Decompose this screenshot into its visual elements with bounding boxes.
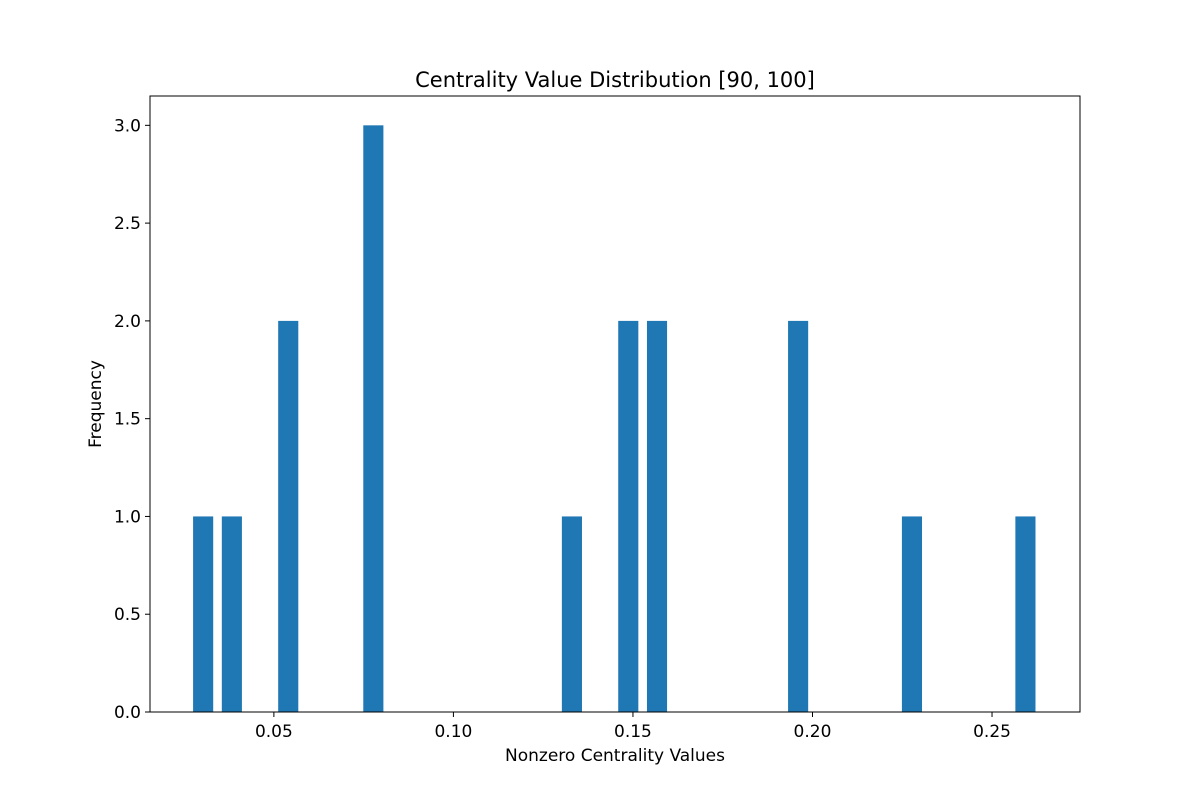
x-axis-label: Nonzero Centrality Values — [505, 746, 725, 766]
x-tick-label: 0.15 — [614, 722, 652, 742]
histogram-bar — [193, 516, 214, 712]
y-tick-label: 3.0 — [114, 116, 141, 136]
y-tick-label: 0.5 — [114, 605, 141, 625]
histogram-bar — [363, 125, 384, 712]
x-axis-ticks: 0.05 0.10 0.15 0.20 0.25 — [255, 712, 1011, 742]
bars-group — [193, 125, 1036, 712]
histogram-bar — [221, 516, 242, 712]
histogram-bar — [1015, 516, 1036, 712]
y-tick-label: 2.0 — [114, 312, 141, 332]
y-tick-label: 2.5 — [114, 214, 141, 234]
histogram-bar — [646, 320, 668, 712]
x-tick-label: 0.20 — [794, 722, 832, 742]
y-tick-label: 1.0 — [114, 507, 141, 527]
x-tick-label: 0.25 — [973, 722, 1011, 742]
histogram-bar — [278, 320, 299, 712]
histogram-bar — [561, 516, 582, 712]
x-tick-label: 0.10 — [434, 722, 472, 742]
histogram-bar — [618, 320, 639, 712]
y-axis-label: Frequency — [86, 360, 106, 448]
chart-title: Centrality Value Distribution [90, 100] — [415, 68, 815, 92]
y-axis-ticks: 0.0 0.5 1.0 1.5 2.0 2.5 3.0 — [114, 116, 150, 723]
histogram-bar — [901, 516, 923, 712]
histogram-bar — [788, 320, 809, 712]
plot-frame — [149, 95, 1081, 713]
y-tick-label: 1.5 — [114, 410, 141, 430]
x-tick-label: 0.05 — [255, 722, 293, 742]
y-tick-label: 0.0 — [114, 703, 141, 723]
